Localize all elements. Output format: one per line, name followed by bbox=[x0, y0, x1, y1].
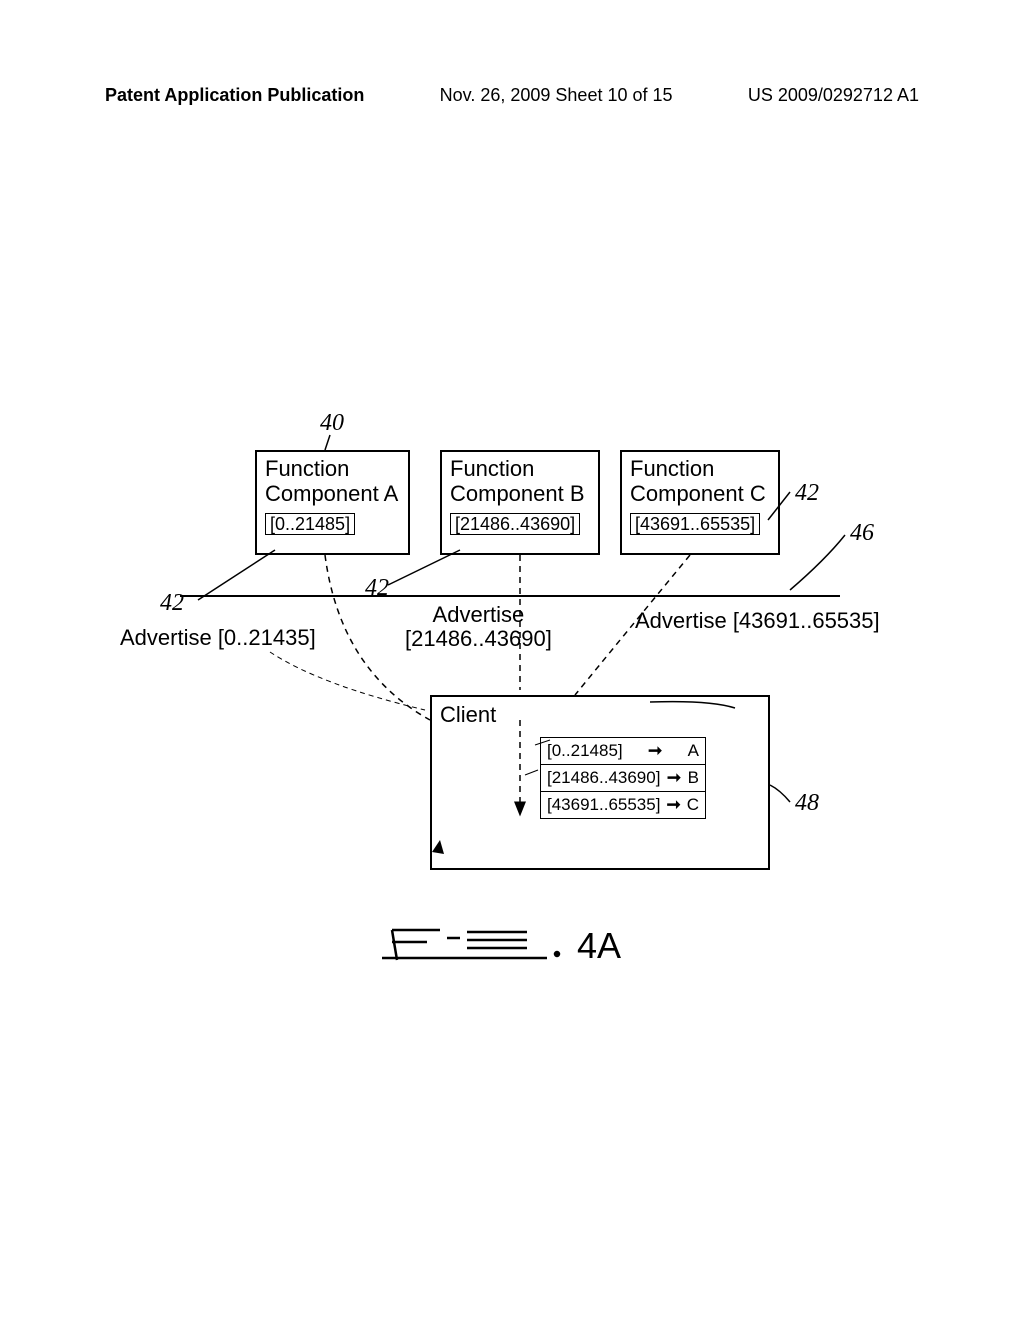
func-c-range: [43691..65535] bbox=[630, 513, 760, 536]
figure-caption: 4A bbox=[0, 920, 1024, 975]
routing-table: [0..21485] ➞ A [21486..43690] ➞ B [43691… bbox=[540, 737, 706, 819]
func-a-range: [0..21485] bbox=[265, 513, 355, 536]
ref-label-40: 40 bbox=[320, 410, 344, 437]
row-target: A bbox=[688, 741, 699, 761]
row-range: [43691..65535] bbox=[547, 795, 660, 815]
client-title: Client bbox=[440, 702, 760, 728]
ref-label-48: 48 bbox=[795, 790, 819, 817]
header-patent-number: US 2009/0292712 A1 bbox=[748, 85, 919, 106]
func-c-title1: Function bbox=[630, 456, 770, 481]
advertise-label-a: Advertise [0..21435] bbox=[120, 625, 316, 651]
arrow-icon: ➞ bbox=[667, 768, 681, 788]
advertise-label-b: Advertise [21486..43690] bbox=[405, 603, 552, 651]
func-a-title1: Function bbox=[265, 456, 400, 481]
header-date-sheet: Nov. 26, 2009 Sheet 10 of 15 bbox=[440, 85, 673, 106]
row-target: C bbox=[687, 795, 699, 815]
function-component-c: Function Component C [43691..65535] bbox=[620, 450, 780, 555]
client-box: Client [0..21485] ➞ A [21486..43690] ➞ B… bbox=[430, 695, 770, 870]
ref-label-42-c: 42 bbox=[795, 480, 819, 507]
advertise-b-line1: Advertise bbox=[405, 603, 552, 627]
func-b-range: [21486..43690] bbox=[450, 513, 580, 536]
figure-number: 4A bbox=[577, 925, 621, 966]
header-publication: Patent Application Publication bbox=[105, 85, 364, 106]
func-a-title2: Component A bbox=[265, 481, 400, 506]
row-range: [21486..43690] bbox=[547, 768, 660, 788]
ref-label-42-b: 42 bbox=[365, 575, 389, 602]
row-target: B bbox=[688, 768, 699, 788]
horizontal-divider bbox=[180, 595, 840, 597]
table-row: [21486..43690] ➞ B bbox=[541, 764, 705, 791]
func-b-title2: Component B bbox=[450, 481, 590, 506]
advertise-label-c: Advertise [43691..65535] bbox=[635, 608, 880, 634]
func-c-title2: Component C bbox=[630, 481, 770, 506]
advertise-b-line2: [21486..43690] bbox=[405, 627, 552, 651]
func-b-title1: Function bbox=[450, 456, 590, 481]
table-row: [43691..65535] ➞ C bbox=[541, 791, 705, 818]
function-component-a: Function Component A [0..21485] bbox=[255, 450, 410, 555]
diagram-container: 40 42 42 42 46 44 48 Function Component … bbox=[130, 420, 900, 900]
arrow-icon: ➞ bbox=[648, 741, 662, 761]
table-row: [0..21485] ➞ A bbox=[541, 738, 705, 764]
arrow-icon: ➞ bbox=[666, 795, 680, 815]
page-header: Patent Application Publication Nov. 26, … bbox=[0, 85, 1024, 106]
row-range: [0..21485] bbox=[547, 741, 623, 761]
function-component-b: Function Component B [21486..43690] bbox=[440, 450, 600, 555]
ref-label-46: 46 bbox=[850, 520, 874, 547]
